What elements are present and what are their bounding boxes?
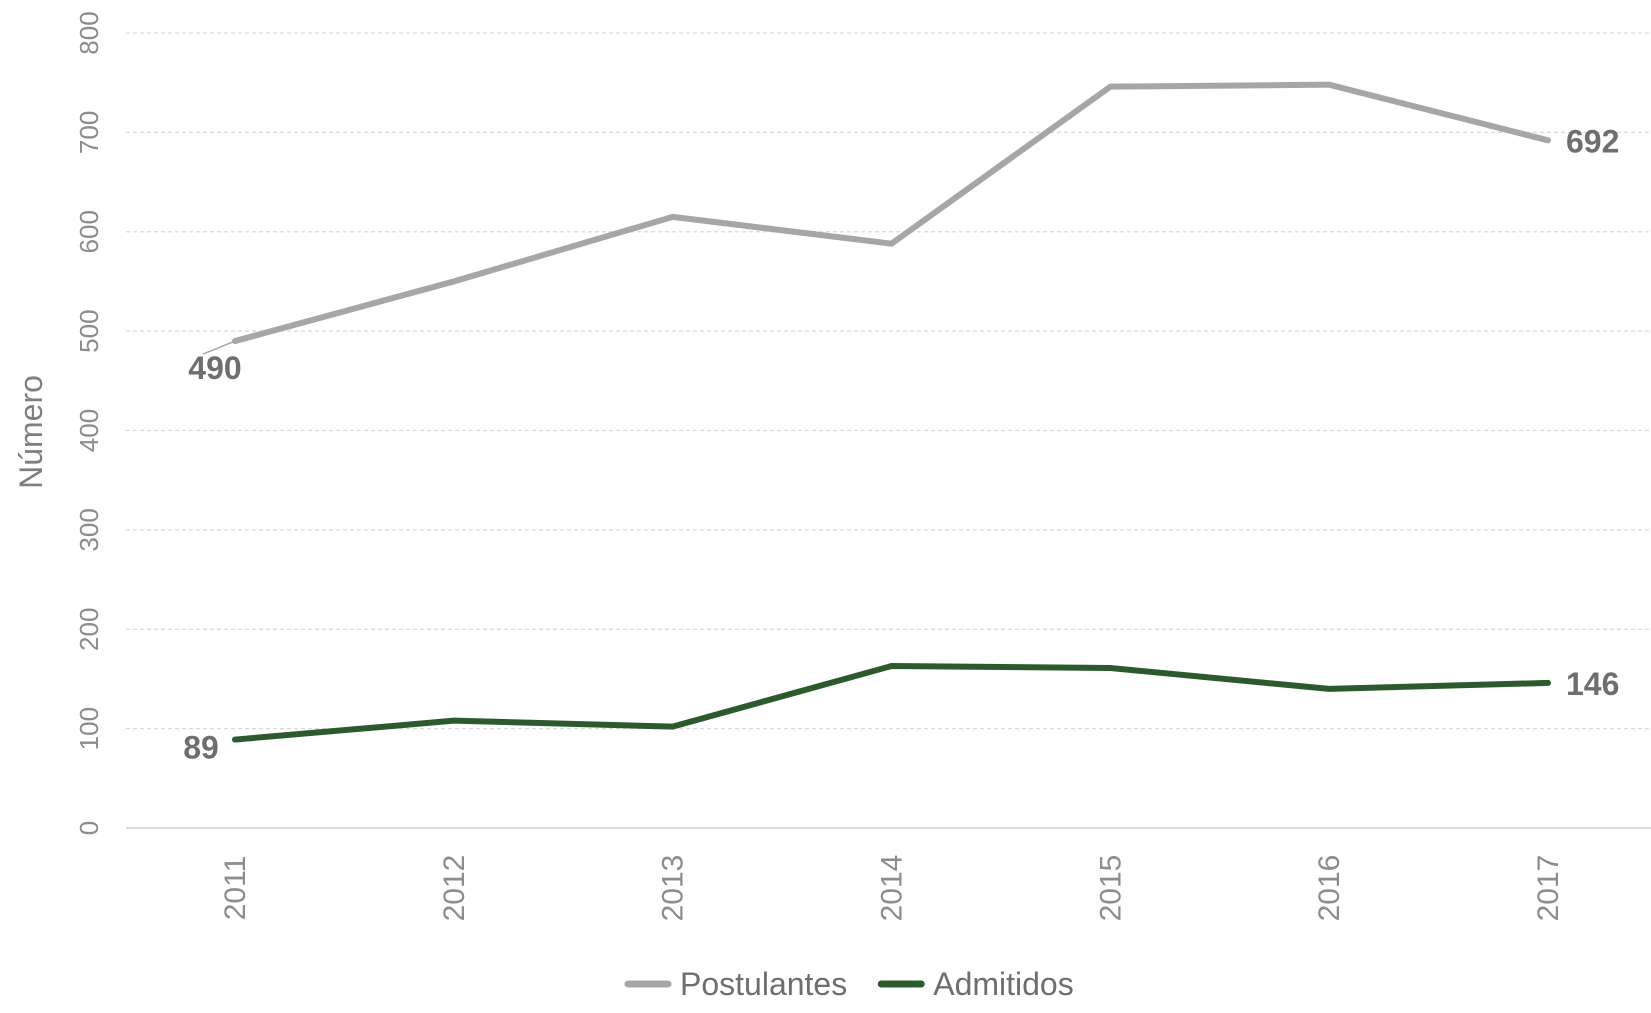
y-tick-label: 700 <box>74 111 104 154</box>
series-line-postulantes <box>232 81 1551 345</box>
x-tick-label: 2012 <box>438 855 471 922</box>
gridlines <box>126 32 1651 730</box>
y-axis-title: Número <box>13 375 49 489</box>
data-label: 146 <box>1566 666 1619 702</box>
y-tick-label: 400 <box>74 409 104 452</box>
x-tick-label: 2013 <box>657 855 690 922</box>
y-tick-label: 0 <box>74 821 104 835</box>
x-tick-label: 2016 <box>1313 855 1346 922</box>
data-labels: 490 692 89 146 <box>183 123 1619 765</box>
y-tick-label: 200 <box>74 608 104 651</box>
data-label-leader <box>202 340 236 355</box>
y-tick-label: 800 <box>74 11 104 54</box>
data-label: 692 <box>1566 123 1619 159</box>
legend: Postulantes Admitidos <box>624 966 1074 1002</box>
data-label: 490 <box>188 350 241 386</box>
y-tick-label: 300 <box>74 508 104 551</box>
legend-label: Postulantes <box>680 966 847 1002</box>
x-tick-label: 2014 <box>876 855 909 922</box>
legend-label: Admitidos <box>933 966 1074 1002</box>
data-label: 89 <box>183 730 219 766</box>
x-tick-label: 2011 <box>219 856 252 921</box>
x-tick-label: 2017 <box>1532 855 1565 922</box>
series <box>232 81 1551 743</box>
y-tick-label: 600 <box>74 210 104 253</box>
y-tick-label: 100 <box>74 707 104 750</box>
x-tick-label: 2015 <box>1094 855 1127 922</box>
y-tick-label: 500 <box>74 309 104 352</box>
series-line-admitidos <box>232 663 1551 743</box>
axes: 0 100 200 300 400 500 600 700 800 2011 2012 2013 201… <box>74 11 1651 921</box>
